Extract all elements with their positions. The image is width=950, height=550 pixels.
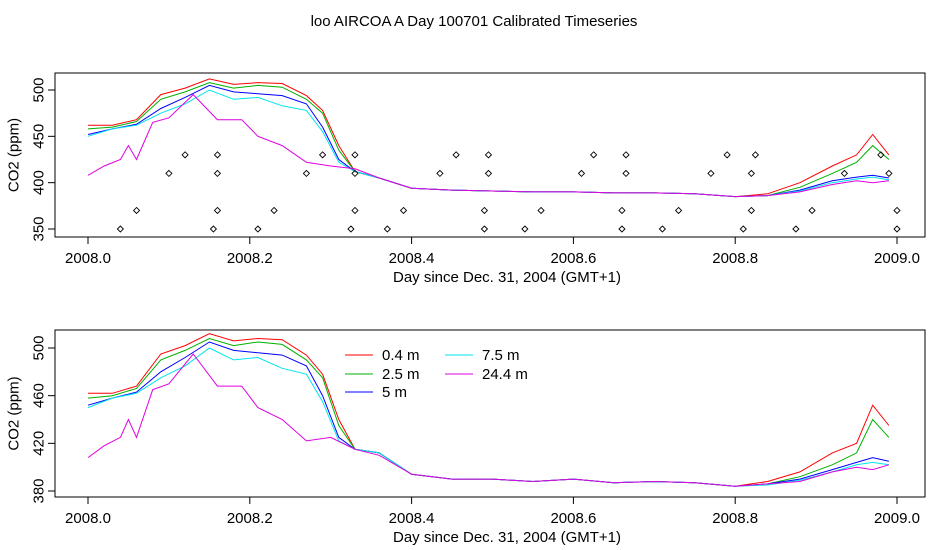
flag-point-marker	[808, 206, 816, 215]
flag-point-marker	[181, 151, 189, 159]
x-tick-label: 2008.0	[65, 510, 111, 527]
y-tick-label: 350	[31, 216, 48, 241]
flag-point-marker	[452, 151, 460, 159]
flag-point-marker	[254, 225, 262, 233]
flag-point-marker	[893, 206, 901, 215]
y-tick-label: 500	[31, 335, 48, 360]
flag-point-marker	[658, 225, 667, 233]
x-tick-label: 2008.8	[712, 250, 758, 267]
x-tick-label: 2008.4	[389, 510, 435, 527]
flag-point-marker	[723, 151, 731, 159]
legend-label-7-5-m: 7.5 m	[482, 347, 520, 364]
flag-point-marker	[521, 225, 529, 233]
y-tick-label: 380	[31, 478, 48, 503]
x-tick-label: 2009.0	[874, 250, 920, 267]
top-chart-panel: 2008.0 2008.2 2008.4 2008.6 2008.8 2009.0 350 4…	[6, 72, 926, 286]
x-tick-label: 2008.4	[389, 250, 435, 267]
flag-point-marker	[351, 169, 359, 178]
flag-point-marker	[747, 206, 756, 215]
flag-point-marker	[893, 225, 901, 233]
series-line-24-4-m	[87, 353, 890, 487]
series-line-7-5-m	[87, 89, 889, 198]
flag-point-marker	[537, 206, 545, 215]
flag-point-marker	[707, 169, 715, 178]
flag-point-marker	[792, 225, 800, 233]
flag-point-marker	[480, 206, 489, 215]
flag-point-marker	[165, 169, 173, 178]
bottom-chart-panel: 2008.0 2008.2 2008.4 2008.6 2008.8 2009.0 380 4…	[6, 329, 926, 546]
flag-point-marker	[116, 225, 124, 233]
legend-label-5-m: 5 m	[382, 384, 407, 401]
y-tick-label: 450	[31, 124, 48, 149]
plot-frame	[54, 329, 926, 498]
y-tick-label: 500	[31, 77, 48, 102]
flag-point-marker	[739, 225, 747, 233]
flag-point-marker	[840, 169, 849, 178]
flag-point-marker	[674, 206, 683, 215]
flag-point-marker	[877, 151, 885, 159]
series-line-2-5-m	[87, 82, 890, 198]
y-tick-label: 460	[31, 383, 48, 408]
flag-point-marker	[347, 225, 355, 233]
series-line-0-4-m	[88, 78, 890, 198]
flag-point-marker	[302, 169, 311, 178]
flag-point-marker	[480, 225, 489, 233]
flag-point-marker	[589, 151, 598, 159]
legend-label-0-4-m: 0.4 m	[382, 347, 420, 364]
flag-point-marker	[484, 169, 493, 178]
figure-title: loo AIRCOA A Day 100701 Calibrated Times…	[311, 13, 638, 30]
flag-point-marker	[622, 151, 630, 159]
flag-point-marker	[622, 169, 630, 178]
x-tick-label: 2008.0	[65, 250, 111, 267]
legend-label-2-5-m: 2.5 m	[382, 366, 420, 383]
x-tick-label: 2008.2	[227, 250, 273, 267]
flag-point-marker	[213, 169, 222, 178]
flag-point-marker	[351, 206, 359, 215]
x-axis-label: Day since Dec. 31, 2004 (GMT+1)	[393, 269, 621, 286]
flag-point-marker	[747, 169, 756, 178]
x-tick-label: 2008.2	[227, 510, 273, 527]
legend-label-24-4-m: 24.4 m	[482, 366, 528, 383]
flag-point-marker	[209, 225, 218, 233]
flag-point-marker	[132, 206, 141, 215]
flag-point-marker	[751, 151, 760, 159]
x-tick-label: 2008.8	[712, 510, 758, 527]
flag-point-marker	[484, 151, 493, 159]
flag-point-marker	[318, 151, 327, 159]
flag-point-marker	[577, 169, 586, 178]
flag-point-marker	[618, 206, 626, 215]
flag-point-marker	[618, 225, 626, 233]
y-axis-label: CO2 (ppm)	[6, 376, 23, 450]
flag-point-marker	[399, 206, 408, 215]
flag-point-marker	[213, 206, 222, 215]
y-axis-label: CO2 (ppm)	[6, 118, 23, 192]
x-axis-label: Day since Dec. 31, 2004 (GMT+1)	[393, 529, 621, 546]
plot-frame	[54, 72, 926, 238]
series-line-24-4-m	[87, 93, 889, 198]
flag-point-marker	[213, 151, 222, 159]
x-tick-label: 2009.0	[874, 510, 920, 527]
y-tick-label: 420	[31, 431, 48, 456]
flag-point-marker	[351, 151, 359, 159]
flag-point-marker	[270, 206, 278, 215]
flag-point-marker	[383, 225, 391, 233]
y-tick-label: 400	[31, 170, 48, 195]
series-line-5-m	[87, 84, 889, 198]
x-tick-label: 2008.6	[550, 510, 596, 527]
flag-point-marker	[436, 169, 444, 178]
flag-point-marker	[885, 169, 893, 178]
x-tick-label: 2008.6	[550, 250, 596, 267]
